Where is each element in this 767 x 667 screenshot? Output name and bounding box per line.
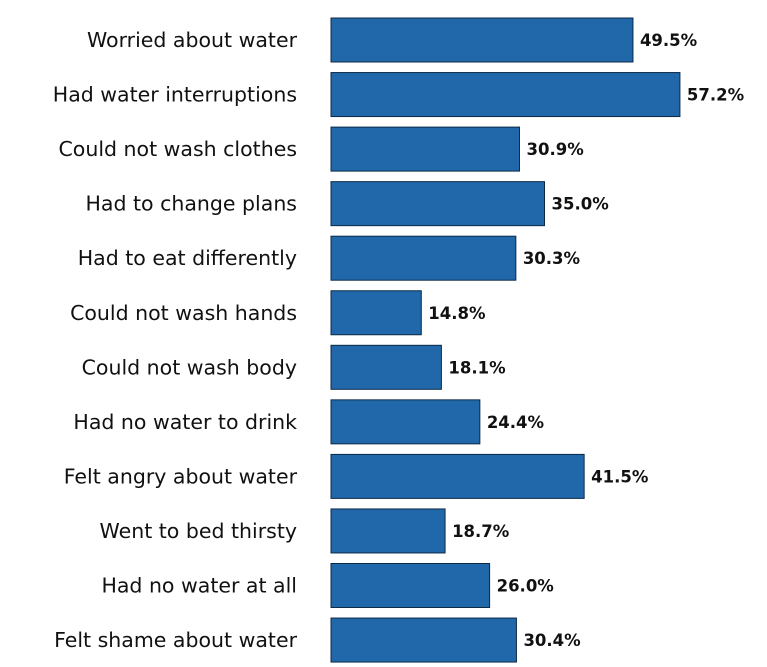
bar	[330, 72, 681, 118]
category-label: Could not wash clothes	[58, 137, 297, 161]
value-label: 18.7%	[452, 522, 510, 541]
category-label: Felt shame about water	[54, 628, 298, 652]
bar	[330, 399, 481, 445]
bar	[330, 617, 517, 663]
category-label: Had no water at all	[101, 574, 297, 598]
value-label: 30.9%	[526, 140, 584, 159]
bar	[330, 344, 442, 390]
category-label: Could not wash hands	[70, 301, 297, 325]
value-label: 41.5%	[591, 467, 649, 486]
category-label: Had no water to drink	[73, 410, 297, 434]
category-label: Could not wash body	[82, 355, 297, 379]
category-label: Had water interruptions	[53, 83, 297, 107]
bar	[330, 181, 545, 227]
bar	[330, 235, 517, 281]
value-label: 35.0%	[552, 195, 610, 214]
bar	[330, 126, 520, 172]
value-label: 24.4%	[487, 413, 545, 432]
category-label: Had to eat differently	[78, 246, 297, 270]
value-label: 26.0%	[497, 577, 555, 596]
bar	[330, 17, 634, 63]
value-label: 49.5%	[640, 31, 698, 50]
value-label: 18.1%	[448, 358, 506, 377]
category-label: Had to change plans	[85, 192, 297, 216]
value-label: 30.3%	[523, 249, 581, 268]
bar	[330, 290, 422, 336]
value-label: 57.2%	[687, 86, 745, 105]
bar	[330, 508, 446, 554]
category-label: Worried about water	[87, 28, 298, 52]
bar	[330, 453, 585, 499]
bar	[330, 563, 491, 608]
value-label: 30.4%	[523, 631, 581, 650]
category-label: Felt angry about water	[64, 464, 298, 488]
value-label: 14.8%	[428, 304, 486, 323]
category-label: Went to bed thirsty	[100, 519, 297, 543]
